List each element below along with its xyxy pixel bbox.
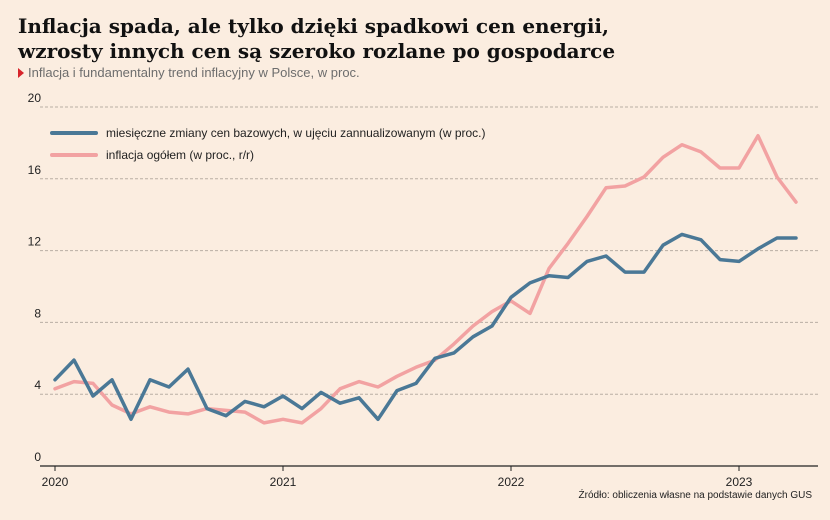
x-tick-label: 2022 [498,475,525,489]
legend-label-core: miesięczne zmiany cen bazowych, w ujęciu… [106,126,486,140]
chart-title: Inflacja spada, ale tylko dzięki spadkow… [18,14,818,64]
chart-subtitle-text: Inflacja i fundamentalny trend inflacyjn… [28,65,360,80]
gridlines [40,106,818,467]
y-tick-label: 4 [34,378,41,392]
subtitle-marker-icon [18,68,24,78]
y-tick-label: 20 [28,91,42,105]
legend-label-headline: inflacja ogółem (w proc., r/r) [106,148,255,162]
x-axis-ticks: 2020 2021 2022 2023 [42,466,753,489]
y-tick-label: 0 [34,450,41,464]
source-note: Źródło: obliczenia własne na podstawie d… [578,490,812,501]
series-line-core [53,232,798,422]
chart-title-line2: wzrosty innych cen są szeroko rozlane po… [18,39,616,63]
chart-title-line1: Inflacja spada, ale tylko dzięki spadkow… [18,14,609,38]
legend-swatch-headline [50,153,98,157]
x-tick-label: 2023 [726,475,753,489]
legend-item-headline: inflacja ogółem (w proc., r/r) [50,144,486,166]
y-tick-label: 8 [34,306,41,320]
chart-subtitle: Inflacja i fundamentalny trend inflacyjn… [18,65,360,80]
x-tick-label: 2020 [42,475,69,489]
y-axis-ticks: 0 4 8 12 16 20 [28,91,42,464]
legend-item-core: miesięczne zmiany cen bazowych, w ujęciu… [50,122,486,144]
series-line-headline [53,133,798,425]
legend: miesięczne zmiany cen bazowych, w ujęciu… [50,122,486,166]
series-group [53,133,798,425]
x-tick-label: 2021 [270,475,297,489]
y-tick-label: 12 [28,235,42,249]
y-tick-label: 16 [28,163,42,177]
legend-swatch-core [50,131,98,135]
